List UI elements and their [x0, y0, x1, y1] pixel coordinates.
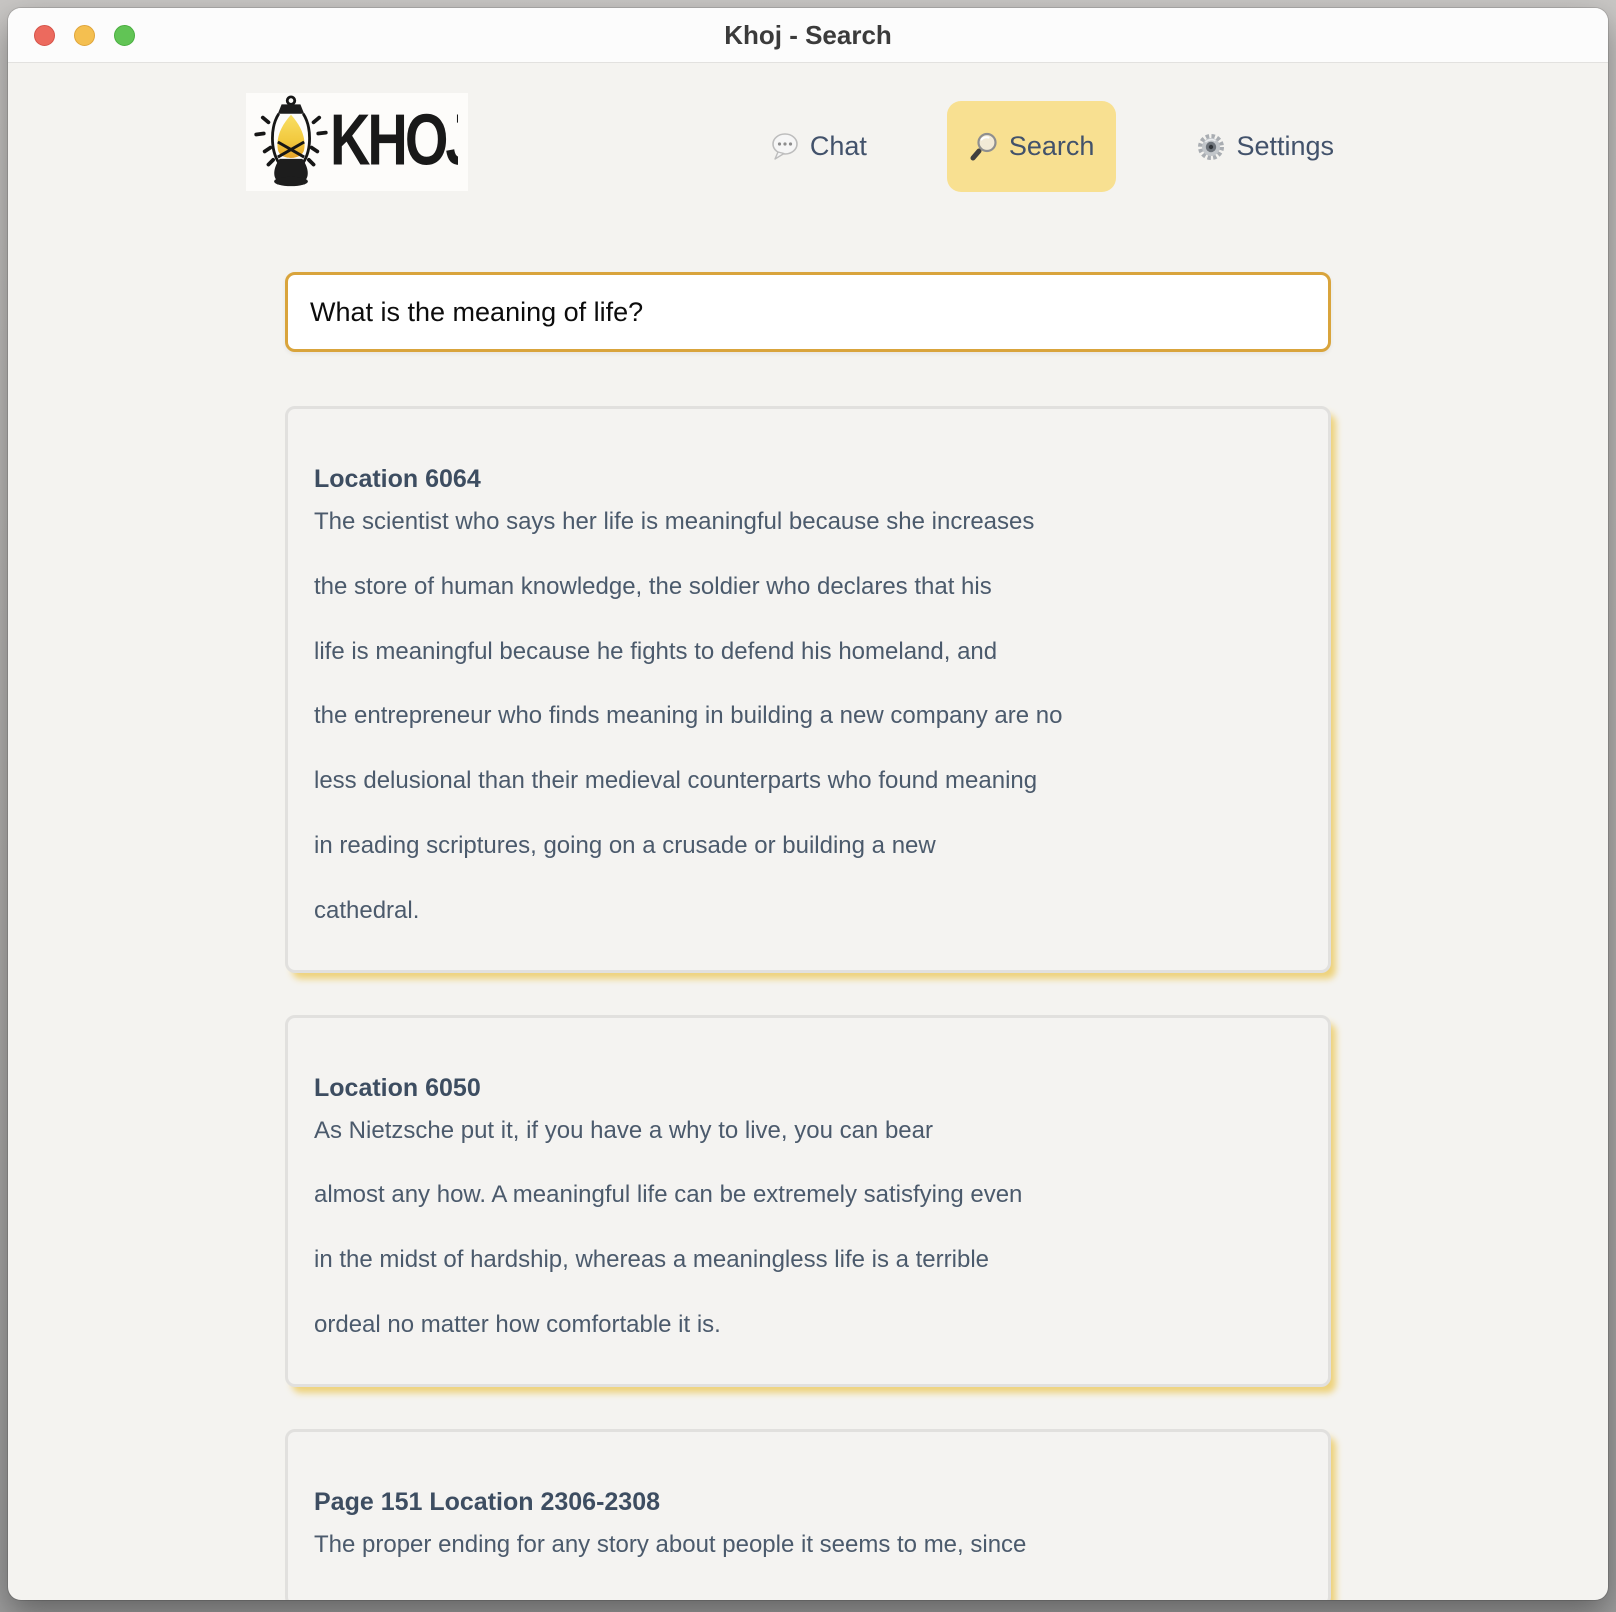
- result-title: Location 6064: [314, 465, 481, 493]
- results-list: Location 6064 The scientist who says her…: [285, 406, 1331, 1600]
- result-line: cathedral.: [314, 896, 420, 924]
- result-line: life is meaningful because he fights to …: [314, 637, 998, 665]
- main-nav: Chat Search: [748, 101, 1356, 192]
- minimize-button[interactable]: [74, 24, 95, 46]
- traffic-lights: [34, 8, 135, 62]
- result-card[interactable]: Page 151 Location 2306-2308 The proper e…: [285, 1428, 1331, 1600]
- svg-text:KHOJ: KHOJ: [330, 102, 458, 180]
- result-line: As Nietzsche put it, if you have a why t…: [314, 1116, 933, 1144]
- lantern-icon: [252, 95, 330, 189]
- result-body: The proper ending for any story about pe…: [314, 1531, 1302, 1560]
- result-line: the entrepreneur who finds meaning in bu…: [314, 702, 1063, 730]
- speech-bubble-icon: [770, 132, 800, 162]
- search-section: [285, 272, 1331, 352]
- nav-chat-label: Chat: [809, 131, 867, 161]
- app-content: KHOJ: [8, 63, 1608, 1600]
- close-button[interactable]: [34, 24, 55, 46]
- result-body: The scientist who says her life is meani…: [314, 508, 1302, 926]
- result-title: Location 6050: [314, 1073, 481, 1102]
- result-card[interactable]: Location 6064 The scientist who says her…: [285, 406, 1331, 973]
- search-input[interactable]: [285, 272, 1331, 352]
- app-header: KHOJ: [8, 63, 1608, 192]
- nav-settings[interactable]: Settings: [1174, 101, 1356, 192]
- logo-wordmark: KHOJ: [330, 102, 458, 180]
- nav-search-label: Search: [1008, 131, 1095, 161]
- result-line: in the midst of hardship, whereas a mean…: [314, 1246, 989, 1274]
- result-line: The proper ending for any story about pe…: [314, 1530, 1027, 1558]
- result-body: As Nietzsche put it, if you have a why t…: [314, 1117, 1302, 1340]
- gear-icon: [1196, 132, 1226, 162]
- result-title: Page 151 Location 2306-2308: [314, 1487, 661, 1516]
- result-line: the store of human knowledge, the soldie…: [314, 572, 992, 600]
- result-line: ordeal no matter how comfortable it is.: [314, 1310, 721, 1338]
- result-line: less delusional than their medieval coun…: [314, 767, 1038, 795]
- result-line: in reading scriptures, going on a crusad…: [314, 831, 936, 859]
- result-line: almost any how. A meaningful life can be…: [314, 1181, 1023, 1209]
- title-bar: Khoj - Search: [8, 8, 1608, 63]
- khoj-logo: KHOJ: [246, 93, 468, 191]
- nav-settings-label: Settings: [1236, 131, 1334, 161]
- magnifier-icon: [969, 132, 999, 162]
- nav-chat[interactable]: Chat: [748, 101, 889, 192]
- window-title: Khoj - Search: [724, 19, 892, 50]
- result-card[interactable]: Location 6050 As Nietzsche put it, if yo…: [285, 1014, 1331, 1387]
- app-window: Khoj - Search: [8, 8, 1608, 1600]
- result-line: The scientist who says her life is meani…: [314, 508, 1035, 535]
- zoom-button[interactable]: [114, 24, 135, 46]
- nav-search[interactable]: Search: [946, 101, 1117, 192]
